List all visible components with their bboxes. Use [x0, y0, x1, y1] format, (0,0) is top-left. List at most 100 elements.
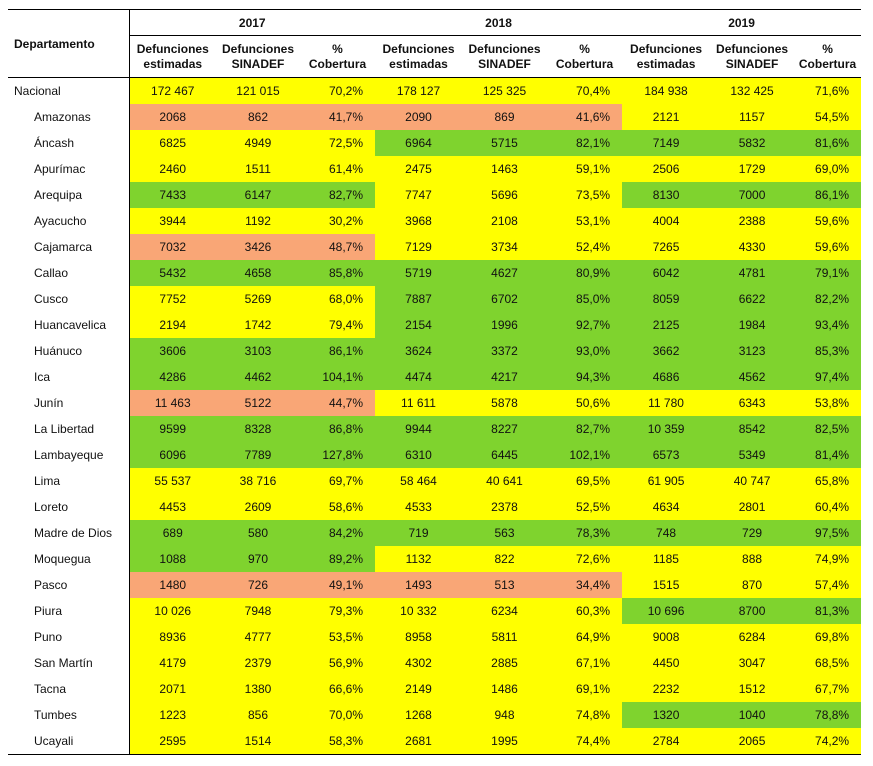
deaths-cell: 121 015: [216, 77, 300, 104]
deaths-cell: 822: [462, 546, 548, 572]
deaths-cell: 2595: [129, 728, 216, 755]
deaths-cell: 4658: [216, 260, 300, 286]
deaths-cell: 6343: [710, 390, 795, 416]
deaths-cell: 948: [462, 702, 548, 728]
deaths-cell: 184 938: [622, 77, 711, 104]
department-name: Madre de Dios: [8, 520, 130, 546]
deaths-cell: 4330: [710, 234, 795, 260]
coverage-cell: 30,2%: [300, 208, 376, 234]
coverage-cell: 80,9%: [547, 260, 623, 286]
header-year-2019: 2019: [622, 9, 862, 36]
department-name: Cusco: [8, 286, 130, 312]
deaths-cell: 4949: [216, 130, 300, 156]
deaths-cell: 11 611: [375, 390, 463, 416]
deaths-cell: 4562: [710, 364, 795, 390]
subheader-line-2: estimadas: [636, 56, 696, 71]
deaths-cell: 2609: [216, 494, 300, 520]
deaths-cell: 5269: [216, 286, 300, 312]
deaths-cell: 1480: [129, 572, 216, 598]
deaths-cell: 4781: [710, 260, 795, 286]
table-row: Ucayali 2595 1514 58,3% 2681 1995 74,4% 2784 206…: [8, 728, 862, 755]
subheader-sinadef-deaths-2017: Defunciones SINADEF: [216, 35, 300, 78]
deaths-cell: 2108: [462, 208, 548, 234]
subheader-coverage-pct-2017: % Cobertura: [300, 35, 376, 78]
deaths-cell: 7149: [622, 130, 711, 156]
deaths-cell: 3944: [129, 208, 216, 234]
coverage-cell: 58,6%: [300, 494, 376, 520]
deaths-cell: 5122: [216, 390, 300, 416]
subheader-sinadef-deaths-2019: Defunciones SINADEF: [710, 35, 795, 78]
subheader-line-1: Defunciones: [468, 41, 541, 56]
deaths-cell: 1742: [216, 312, 300, 338]
coverage-cell: 68,0%: [300, 286, 376, 312]
deaths-cell: 5832: [710, 130, 795, 156]
table-row: Junín 11 463 5122 44,7% 11 611 5878 50,6% 11 78…: [8, 390, 862, 416]
coverage-cell: 67,1%: [547, 650, 623, 676]
deaths-cell: 8328: [216, 416, 300, 442]
table-row: Lambayeque 6096 7789 127,8% 6310 6445 102,1% 65…: [8, 442, 862, 468]
subheader-line-1: Defunciones: [630, 41, 703, 56]
table-row: Cajamarca 7032 3426 48,7% 7129 3734 52,4% 7265 4…: [8, 234, 862, 260]
deaths-cell: 4450: [622, 650, 711, 676]
deaths-cell: 6284: [710, 624, 795, 650]
table-row: Áncash 6825 4949 72,5% 6964 5715 82,1% 7149 5832…: [8, 130, 862, 156]
coverage-cell: 52,4%: [547, 234, 623, 260]
coverage-cell: 74,4%: [547, 728, 623, 755]
deaths-cell: 2232: [622, 676, 711, 702]
table-row: Cusco 7752 5269 68,0% 7887 6702 85,0% 8059 6622 8…: [8, 286, 862, 312]
deaths-cell: 1320: [622, 702, 711, 728]
deaths-cell: 9599: [129, 416, 216, 442]
department-name: Nacional: [8, 77, 130, 104]
coverage-cell: 50,6%: [547, 390, 623, 416]
deaths-cell: 11 463: [129, 390, 216, 416]
coverage-cell: 60,3%: [547, 598, 623, 624]
deaths-cell: 1996: [462, 312, 548, 338]
table-row: Puno 8936 4777 53,5% 8958 5811 64,9% 9008 6284 69…: [8, 624, 862, 650]
deaths-cell: 7747: [375, 182, 463, 208]
table-row: Arequipa 7433 6147 82,7% 7747 5696 73,5% 8130 70…: [8, 182, 862, 208]
deaths-cell: 1514: [216, 728, 300, 755]
deaths-cell: 1088: [129, 546, 216, 572]
deaths-cell: 2121: [622, 104, 711, 130]
coverage-cell: 59,1%: [547, 156, 623, 182]
coverage-cell: 65,8%: [794, 468, 862, 494]
coverage-cell: 104,1%: [300, 364, 376, 390]
coverage-cell: 53,5%: [300, 624, 376, 650]
department-name: Lima: [8, 468, 130, 494]
coverage-cell: 81,4%: [794, 442, 862, 468]
table-row: Lima 55 537 38 716 69,7% 58 464 40 641 69,5% 61…: [8, 468, 862, 494]
deaths-cell: 6825: [129, 130, 216, 156]
deaths-cell: 40 747: [710, 468, 795, 494]
coverage-table-container: Departamento 2017 2018 2019 Defunciones e…: [8, 9, 862, 755]
department-name: Piura: [8, 598, 130, 624]
coverage-cell: 69,0%: [794, 156, 862, 182]
table-row: Ayacucho 3944 1192 30,2% 3968 2108 53,1% 4004 23…: [8, 208, 862, 234]
deaths-cell: 1040: [710, 702, 795, 728]
deaths-cell: 8958: [375, 624, 463, 650]
deaths-cell: 8130: [622, 182, 711, 208]
deaths-cell: 888: [710, 546, 795, 572]
deaths-cell: 729: [710, 520, 795, 546]
deaths-cell: 10 359: [622, 416, 711, 442]
coverage-cell: 97,4%: [794, 364, 862, 390]
department-name: Apurímac: [8, 156, 130, 182]
coverage-cell: 53,8%: [794, 390, 862, 416]
coverage-cell: 69,7%: [300, 468, 376, 494]
department-name: Puno: [8, 624, 130, 650]
subheader-line-2: SINADEF: [725, 56, 779, 71]
coverage-cell: 59,6%: [794, 234, 862, 260]
department-name: Tumbes: [8, 702, 130, 728]
deaths-cell: 563: [462, 520, 548, 546]
deaths-cell: 1995: [462, 728, 548, 755]
deaths-cell: 11 780: [622, 390, 711, 416]
department-name: San Martín: [8, 650, 130, 676]
coverage-cell: 49,1%: [300, 572, 376, 598]
deaths-cell: 1984: [710, 312, 795, 338]
coverage-cell: 48,7%: [300, 234, 376, 260]
coverage-cell: 81,3%: [794, 598, 862, 624]
subheader-coverage-pct-2019: % Cobertura: [794, 35, 862, 78]
coverage-cell: 86,1%: [300, 338, 376, 364]
coverage-cell: 82,2%: [794, 286, 862, 312]
deaths-cell: 5715: [462, 130, 548, 156]
subheader-line-1: %: [579, 41, 590, 56]
